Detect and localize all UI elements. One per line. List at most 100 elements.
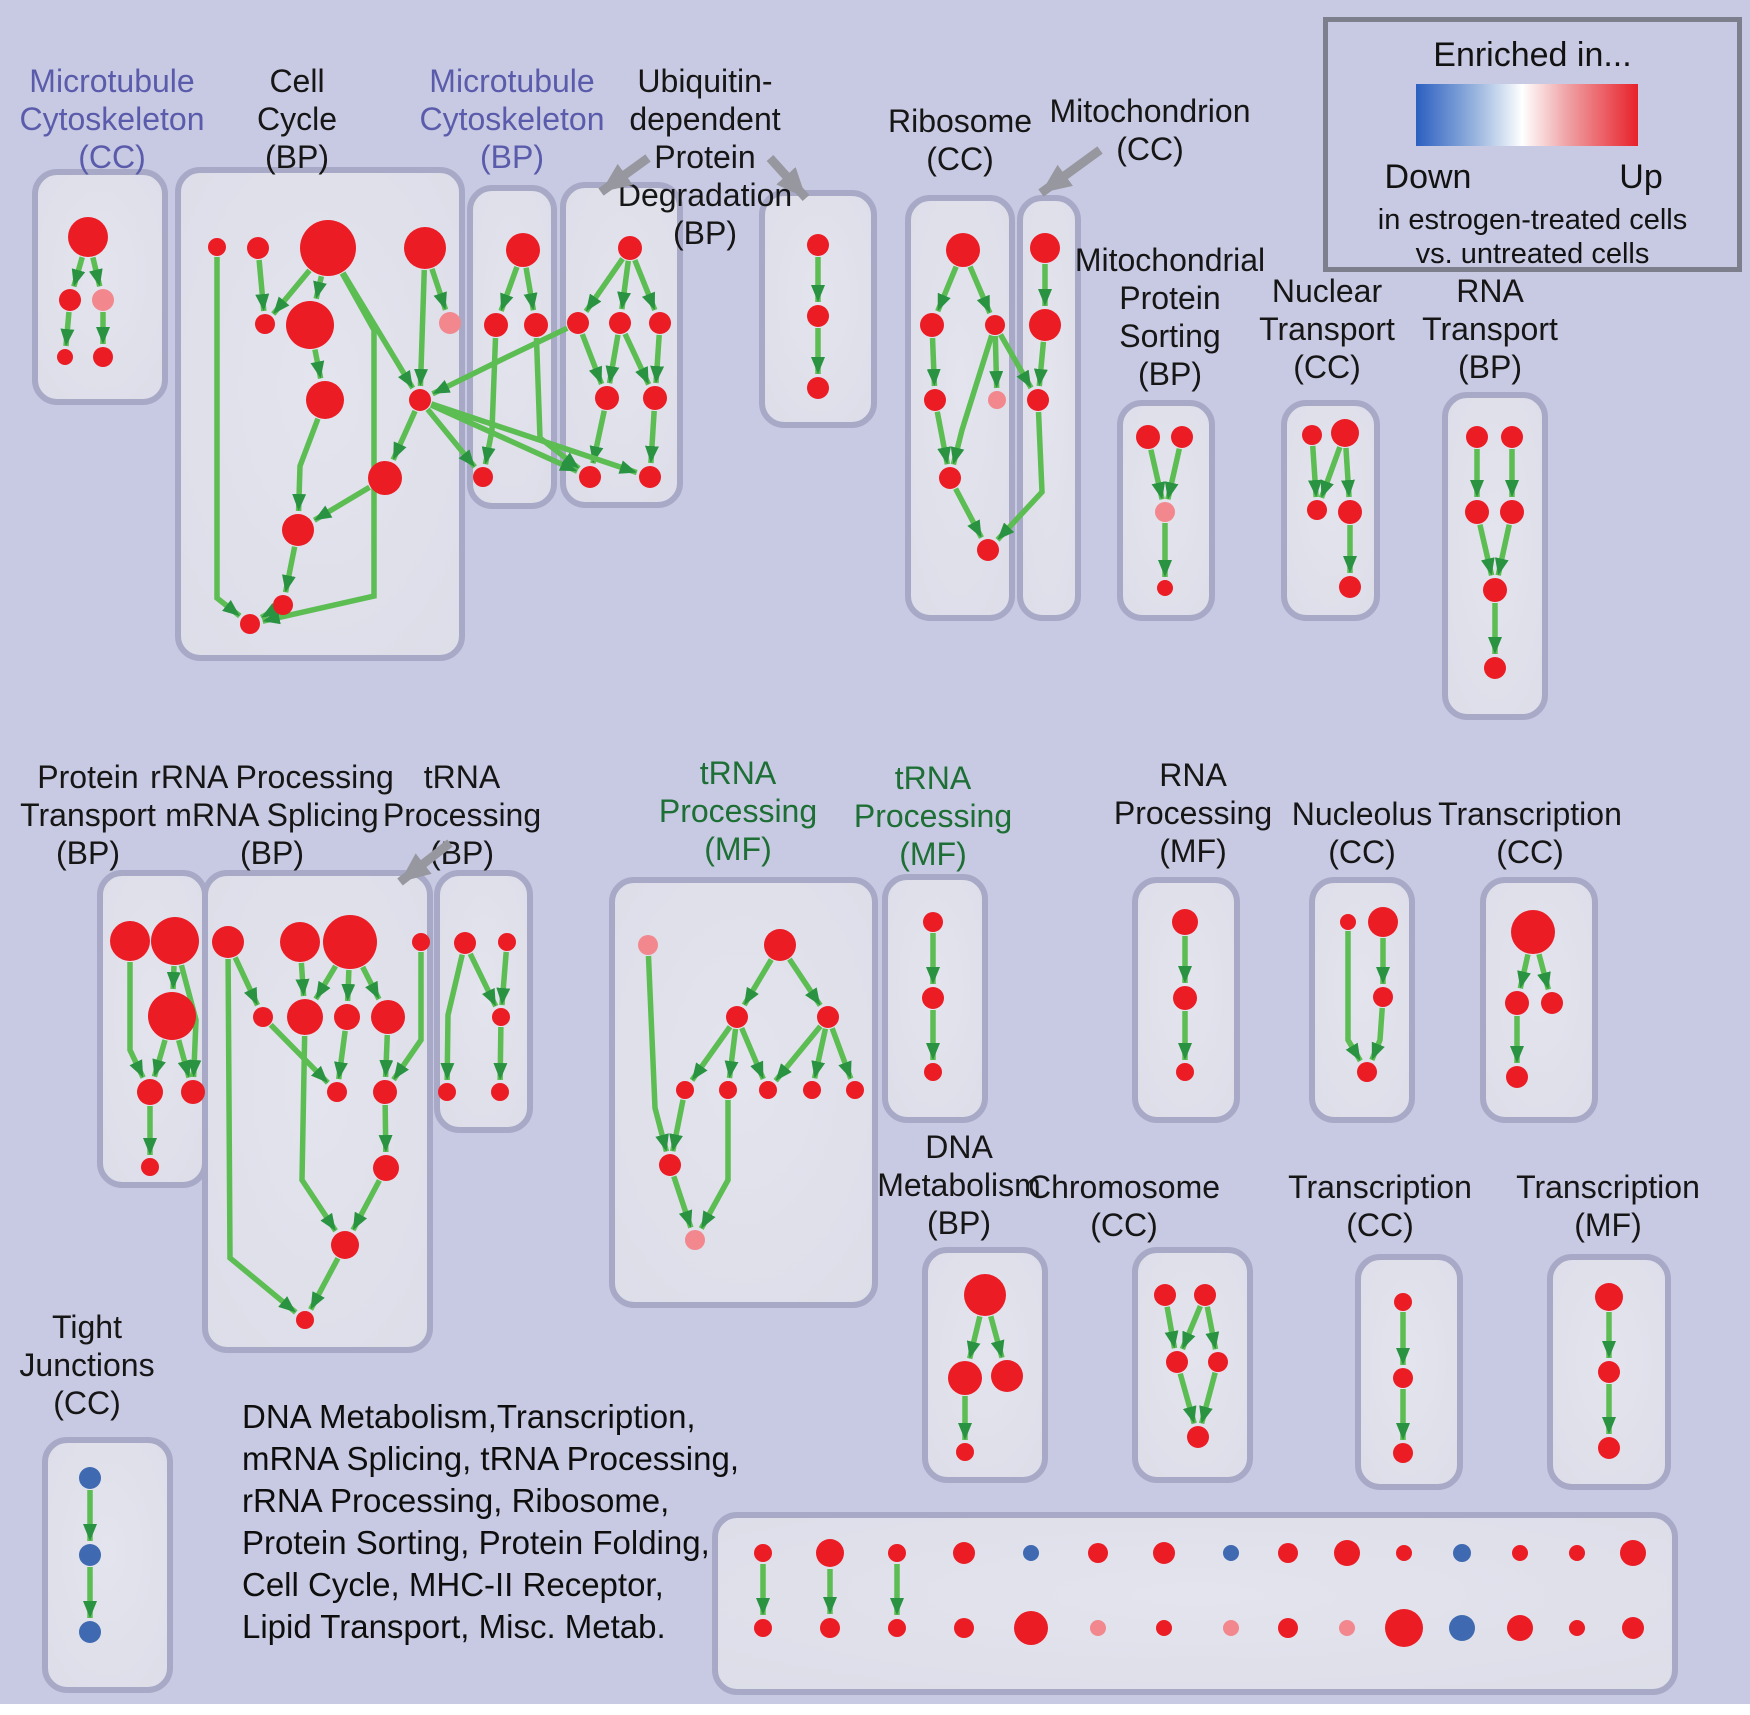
edge-tbp.t2-to-tbp.m [496, 951, 511, 1006]
node-rt-t2 [1501, 426, 1523, 448]
edge-mcc.b-to-mcc.d [60, 311, 75, 347]
group-label-rt-line-1: RNA [1456, 273, 1524, 309]
group-label-rpm-line-3: (MF) [1159, 833, 1227, 869]
group-label-tj-line-3: (CC) [53, 1385, 121, 1421]
node-nt-s [1302, 425, 1322, 445]
edge-cc.hub-to-ub1.bl [429, 402, 579, 474]
edge-rr.L-to-rr.M [308, 1256, 341, 1311]
node-mbp-m1 [484, 313, 508, 337]
node-pt-E [181, 1080, 205, 1104]
group-label-rpm-line-1: RNA [1159, 757, 1227, 793]
edge-ub1.b-to-ub1.d [605, 334, 621, 384]
edge-rib.l-to-rib.c [934, 411, 952, 465]
edge-ub1.t-to-ub1.c [632, 259, 658, 312]
legend-title: Enriched in... [1433, 36, 1632, 74]
edge-rr.G-to-rr.I [334, 1030, 348, 1080]
misc-note-line-3: rRNA Processing, Ribosome, [242, 1482, 670, 1519]
node-rt-m1 [1465, 500, 1489, 524]
edge-mbp.t-to-mbp.m1 [498, 266, 520, 312]
edge-cc.c6-to-cc.c7 [310, 348, 325, 379]
annotation-arrow-3 [1038, 146, 1103, 197]
edge-nuc.m-to-nuc.b [1369, 1007, 1385, 1061]
node-tm2-b [922, 987, 944, 1009]
group-label-tm2-line-2: Processing [854, 798, 1012, 834]
edge-pt.B-to-pt.E [178, 964, 202, 1078]
group-label-pt-line-1: Protein [37, 759, 138, 795]
edge-ub1.b-to-ub1.e [622, 332, 652, 386]
group-label-pt-line-3: (BP) [56, 835, 120, 871]
node-chr-m1 [1166, 1351, 1188, 1373]
node-tm1-T [764, 929, 796, 961]
group-label-tm1-line-2: Processing [659, 793, 817, 829]
node-rib-t [946, 233, 980, 267]
edge-cc.c1-to-cc.c11 [214, 257, 242, 619]
node-dm-B [964, 1274, 1006, 1316]
group-label-tcc2-line-2: (CC) [1346, 1207, 1414, 1243]
edge-rr.K-to-rr.L [350, 1179, 382, 1232]
group-box-dm [922, 1247, 1048, 1483]
node-rpm-c [1176, 1063, 1194, 1081]
node-mit-t [1030, 233, 1060, 263]
group-label-ub1-line-2: dependent [629, 101, 780, 137]
edge-tm1.ML-to-tm1.b3 [739, 1026, 766, 1081]
node-tm1-pb [685, 1230, 705, 1250]
node-rr-G [334, 1004, 360, 1030]
node-ms-p [1155, 502, 1175, 522]
matrix-node-top-13 [1512, 1545, 1528, 1561]
node-nuc-m [1373, 987, 1393, 1007]
legend-up-label: Up [1619, 158, 1663, 196]
edge-chr.t1-to-chr.m1 [1164, 1306, 1179, 1349]
edge-rr.H-to-rr.J [379, 1034, 394, 1078]
node-ms-b [1171, 426, 1193, 448]
node-chr-t1 [1154, 1284, 1176, 1306]
edge-dm.B-to-dm.mr [988, 1315, 1005, 1359]
node-nuc-b [1357, 1062, 1377, 1082]
edge-rr.A-to-rr.E [232, 956, 260, 1007]
edge-cc.c9-to-cc.c10 [282, 546, 298, 593]
edge-cc.hub-to-mbp.b [425, 407, 477, 469]
edge-mcc.a-to-mcc.c [89, 256, 103, 288]
group-label-mbp-line-1: Microtubule [429, 63, 594, 99]
matrix-node-bottom-11 [1385, 1609, 1423, 1647]
group-label-nuc-line-2: (CC) [1328, 834, 1396, 870]
group-label-dm-line-3: (BP) [927, 1205, 991, 1241]
group-label-rr-line-3: (BP) [240, 835, 304, 871]
matrix-node-bottom-3 [888, 1619, 906, 1637]
group-label-tcc1-line-2: (CC) [1496, 834, 1564, 870]
edge-cc.c7-to-cc.c9 [292, 417, 321, 512]
matrix-node-top-1 [754, 1544, 772, 1562]
group-label-rr-line-2: mRNA Splicing [165, 797, 378, 833]
node-cc-c11 [240, 614, 260, 634]
edge-rib.t-to-rib.m2 [967, 265, 993, 315]
node-rr-C [323, 915, 377, 969]
node-tm1-b1 [676, 1081, 694, 1099]
node-pt-D [137, 1079, 163, 1105]
group-box-tj [42, 1437, 173, 1693]
node-rib-c [939, 467, 961, 489]
edge-cc.c2-to-cc.c5 [255, 259, 270, 312]
edge-rt.m1-to-rt.c [1477, 524, 1495, 577]
edge-rr.A-to-rr.M [225, 958, 298, 1315]
edge-rr.E-to-rr.I [268, 1022, 330, 1085]
edge-tm1.b2-to-tm1.pb [698, 1100, 731, 1230]
group-label-dm-line-2: Metabolism [877, 1167, 1041, 1203]
node-ub1-t [618, 236, 642, 260]
edge-cc.c4-to-cc.p1 [429, 268, 449, 311]
edge-tbp.t1-to-tbp.m [467, 952, 499, 1008]
edge-tm1.ML-to-tm1.b1 [689, 1025, 733, 1082]
group-label-tbp-line-2: Processing [383, 797, 541, 833]
layer-nodes [57, 217, 1646, 1647]
matrix-node-top-6 [1088, 1543, 1108, 1563]
misc-note-line-6: Lipid Transport, Misc. Metab. [242, 1608, 666, 1645]
group-box-nuc [1309, 877, 1415, 1123]
group-box-misc-matrix [712, 1512, 1678, 1695]
group-label-mcc-line-2: Cytoskeleton [20, 101, 205, 137]
matrix-node-top-4 [953, 1542, 975, 1564]
node-tm1-b4 [803, 1081, 821, 1099]
matrix-node-top-14 [1569, 1545, 1585, 1561]
matrix-node-bottom-1 [754, 1619, 772, 1637]
node-cc-c10 [273, 595, 293, 615]
edge-tbp.m-to-tbp.br [493, 1026, 508, 1081]
node-tm1-ML [726, 1006, 748, 1028]
